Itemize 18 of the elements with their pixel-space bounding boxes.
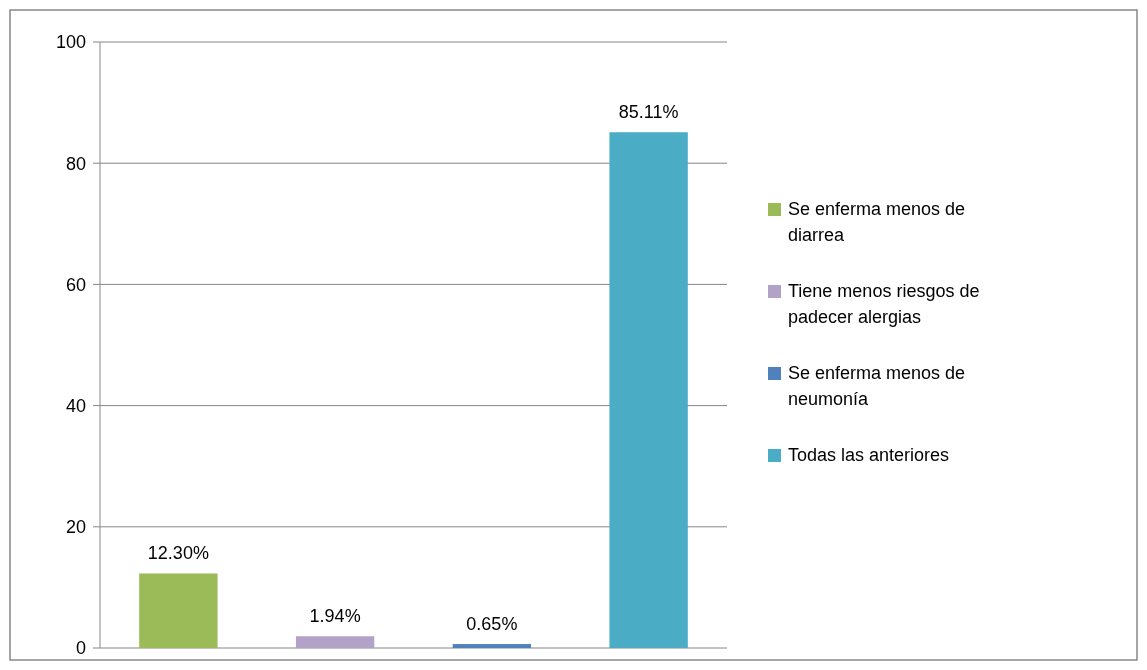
data-label: 0.65% [466,614,518,635]
y-tick-label: 80 [65,153,86,174]
bar [609,132,688,648]
legend-label: Se enferma menos de diarrea [788,199,966,246]
y-tick-label: 20 [65,517,86,538]
data-label: 1.94% [309,606,361,627]
legend-label: Todas las anteriores [788,445,950,466]
bar [139,573,218,648]
y-tick-label: 60 [65,274,86,295]
bar [452,644,532,648]
data-label: 85.11% [618,102,679,123]
y-tick-label: 0 [75,638,86,659]
legend-label: Se enferma menos de neumonía [788,363,966,410]
legend-label: Tiene menos riesgos de padecer alergias [788,281,980,328]
y-tick-label: 40 [65,395,86,416]
y-tick-label: 100 [55,32,86,53]
data-label: 12.30% [147,543,209,564]
bar [295,636,375,648]
